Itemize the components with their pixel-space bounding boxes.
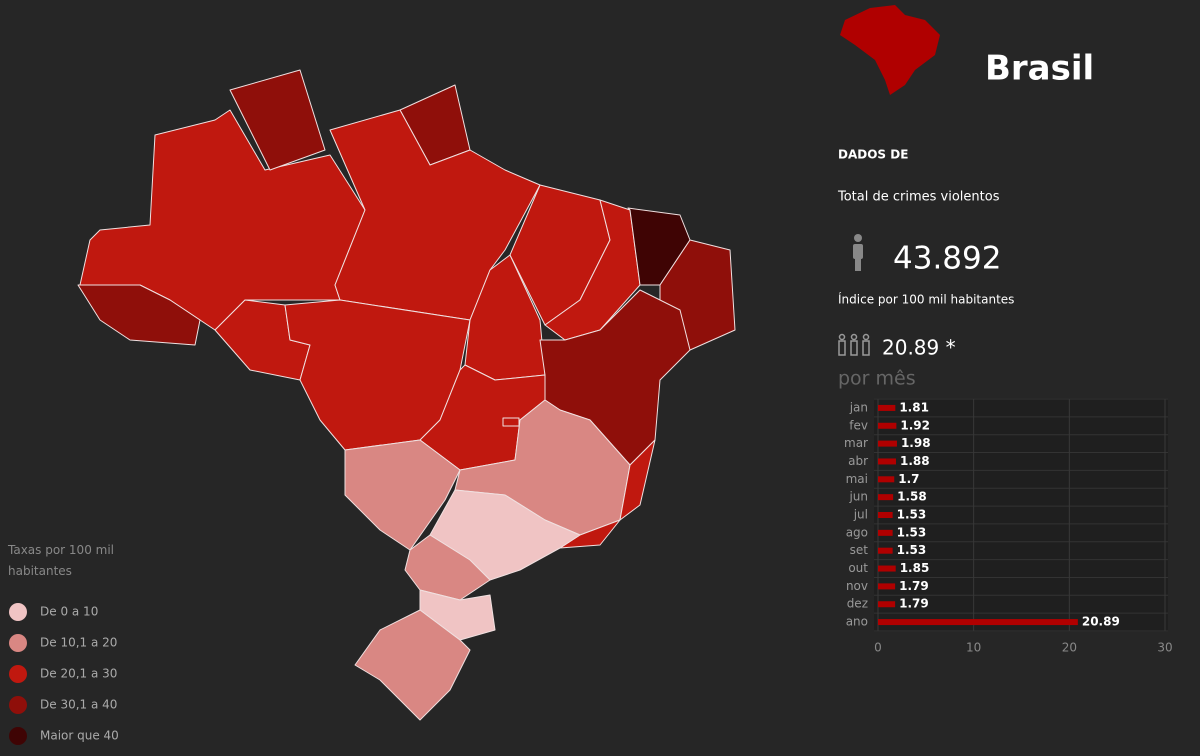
state[interactable] [619,439,656,521]
index-label: Índice por 100 mil habitantes [838,292,1014,307]
bar [878,476,895,483]
person-icon [853,234,863,271]
title: Brasil [985,49,1094,89]
value-label: 1.53 [897,525,927,539]
map [77,69,736,721]
state[interactable] [77,284,201,346]
state[interactable] [329,109,541,321]
legend: De 0 a 10 De 10,1 a 20 De 20,1 a 30 De 30,1… [9,603,119,745]
state[interactable] [229,69,326,171]
y-tick-label: fev [849,418,868,432]
total-value: 43.892 [893,241,1001,277]
chart-subtitle: por mês [838,368,916,390]
value-label: 1.53 [897,508,927,522]
y-tick-label: mai [846,472,868,486]
legend-title: Taxas por 100 mil habitantes [7,543,118,578]
section-label: DADOS DE [838,148,908,162]
legend-title-line: habitantes [8,564,72,578]
y-tick-label: out [848,561,868,575]
y-tick-label: jun [848,490,868,504]
legend-title-line: Taxas por 100 mil [7,543,114,557]
legend-swatch [9,727,27,745]
y-tick-label: abr [848,454,868,468]
y-tick-label: dez [847,597,868,611]
bar [878,512,893,518]
value-label: 1.79 [899,597,929,611]
legend-label: De 10,1 a 20 [40,636,117,650]
x-tick-label: 0 [874,641,882,655]
bar-chart: 0 10 20 30 jan 1.81 fev 1.92 mar 1.98 abr 1.88 mai 1.… [844,398,1173,655]
chart-background [874,398,1168,632]
state[interactable] [354,609,471,721]
legend-label: De 0 a 10 [40,605,98,619]
y-tick-label: ago [846,525,868,539]
people-icon [838,333,870,356]
legend-swatch [9,665,27,683]
bar [878,583,896,590]
value-label: 1.81 [899,400,929,414]
bar [878,404,896,411]
y-tick-label: nov [846,579,868,593]
value-label: 1.88 [900,454,930,468]
legend-label: De 20,1 a 30 [40,667,117,681]
value-label: 20.89 [1082,615,1120,629]
x-tick-label: 20 [1062,641,1077,655]
value-label: 1.92 [900,418,930,432]
bar [878,565,896,572]
y-tick-label: jan [849,400,868,414]
bar [878,529,893,536]
x-tick-label: 30 [1157,641,1172,655]
state[interactable] [344,439,461,551]
total-label: Total de crimes violentos [837,190,1000,205]
legend-label: Maior que 40 [40,729,119,743]
state[interactable] [502,417,520,427]
legend-swatch [9,603,27,621]
y-tick-label: set [850,543,869,557]
y-tick-label: ano [846,615,868,629]
legend-swatch [9,634,27,652]
value-label: 1.79 [899,579,929,593]
bar [878,619,1078,626]
bar [878,422,897,429]
bar [878,601,896,608]
state[interactable] [404,534,491,601]
value-label: 1.7 [898,472,919,486]
legend-label: De 30,1 a 40 [40,698,117,712]
x-tick-label: 10 [966,641,981,655]
value-label: 1.85 [900,561,930,575]
legend-swatch [9,696,27,714]
value-label: 1.53 [897,543,927,557]
y-tick-label: jul [853,508,868,522]
bar [878,440,897,447]
bar [878,494,894,501]
bar [878,458,896,465]
value-label: 1.98 [901,436,931,450]
y-tick-label: mar [844,436,868,450]
bar [878,547,893,554]
brazil-icon [840,5,940,95]
index-value: 20.89 * [882,336,956,360]
value-label: 1.58 [897,490,927,504]
